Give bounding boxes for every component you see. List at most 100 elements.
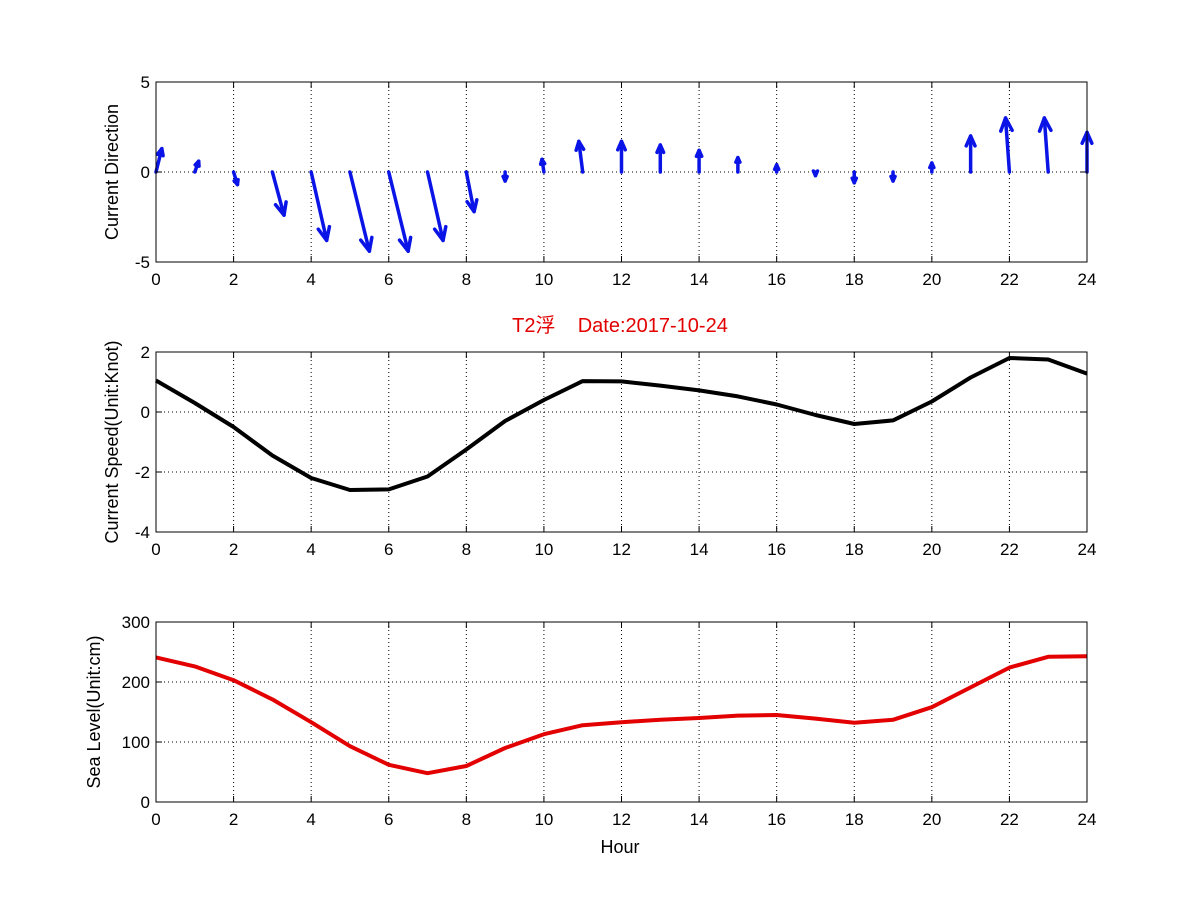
vector-shaft: [1003, 116, 1012, 174]
speed-x-tick-label: 10: [534, 540, 553, 559]
direction-x-tick-label: 14: [690, 270, 709, 289]
direction-x-tick-label: 4: [306, 270, 315, 289]
vector-head: [155, 146, 165, 158]
vector-head: [465, 198, 479, 214]
speed-series-line: [154, 356, 1088, 492]
current-vector-arrow: [538, 157, 547, 174]
sea-level-x-tick-label: 8: [462, 810, 471, 829]
current-vector-arrow: [309, 170, 332, 243]
current-vector-arrow: [772, 163, 781, 174]
sea-level-y-axis-label: Sea Level(Unit:cm): [84, 635, 104, 788]
speed-x-tick-label: 12: [612, 540, 631, 559]
speed-y-tick-label: 0: [141, 403, 150, 422]
x-axis-label-hour: Hour: [600, 837, 639, 857]
current-vector-arrow: [999, 116, 1014, 174]
vector-head: [964, 134, 977, 148]
chart-title: T2浮 Date:2017-10-24: [512, 314, 728, 337]
direction-vectors: [154, 116, 1094, 253]
vector-head: [273, 200, 288, 217]
direction-x-tick-label: 8: [462, 270, 471, 289]
speed-y-tick-label: 2: [141, 343, 150, 362]
direction-x-tick-label: 18: [845, 270, 864, 289]
vector-head: [397, 235, 413, 253]
current-speed-panel: T2浮 Date:2017-10-24 0 2 4 6 8 10 12 14 16 18 20 22 2…: [102, 314, 1096, 559]
direction-y-tick-label: 0: [141, 163, 150, 182]
speed-line-plot: [154, 356, 1088, 492]
speed-x-tick-label: 14: [690, 540, 709, 559]
speed-y-axis-label: Current Speed(Unit:Knot): [102, 340, 122, 543]
current-vector-arrow: [1037, 116, 1053, 174]
current-vector-arrow: [425, 170, 448, 243]
sea-level-y-tick-label: 100: [122, 733, 150, 752]
current-vector-arrow: [811, 169, 820, 178]
direction-y-axis-label: Current Direction: [102, 104, 122, 240]
speed-x-tick-label: 18: [845, 540, 864, 559]
speed-x-tick-label: 2: [229, 540, 238, 559]
vector-shaft: [309, 170, 329, 243]
sea-level-line-plot: [155, 654, 1088, 776]
vector-shaft: [348, 170, 372, 253]
vector-head: [655, 143, 666, 155]
speed-x-tick-label: 24: [1078, 540, 1097, 559]
current-vector-arrow: [464, 170, 479, 214]
speed-x-tick-label: 6: [384, 540, 393, 559]
current-vector-arrow: [348, 170, 374, 253]
sea-level-x-tick-label: 16: [767, 810, 786, 829]
current-vector-arrow: [889, 170, 897, 183]
sea-level-x-tick-label: 6: [384, 810, 393, 829]
vector-shaft: [1042, 116, 1050, 174]
sea-level-x-tick-label: 10: [534, 810, 553, 829]
vector-shaft: [270, 170, 286, 217]
vector-head: [501, 174, 509, 183]
vector-shaft: [577, 139, 585, 174]
current-vector-arrow: [616, 139, 627, 174]
sea-level-series-line: [155, 654, 1088, 776]
vector-head: [811, 169, 820, 178]
vector-head: [772, 163, 781, 172]
direction-y-tick-label: 5: [141, 73, 150, 92]
vector-head: [1037, 116, 1053, 133]
speed-x-tick-label: 8: [462, 540, 471, 559]
vector-head: [999, 116, 1014, 133]
speed-ticks: 0 2 4 6 8 10 12 14 16 18 20 22 24-4-202: [135, 343, 1097, 559]
current-vector-arrow: [850, 170, 859, 185]
sea-level-y-tick-label: 0: [141, 793, 150, 812]
current-vector-arrow: [231, 170, 240, 187]
direction-x-tick-label: 12: [612, 270, 631, 289]
vector-head: [616, 139, 627, 152]
direction-x-tick-label: 0: [151, 270, 160, 289]
vector-head: [232, 177, 240, 187]
speed-x-tick-label: 16: [767, 540, 786, 559]
vector-shaft: [387, 170, 410, 253]
sea-level-x-tick-label: 24: [1078, 810, 1097, 829]
current-vector-arrow: [501, 170, 509, 183]
vector-head: [850, 176, 859, 185]
direction-x-tick-label: 6: [384, 270, 393, 289]
vector-head: [316, 224, 332, 243]
sea-level-x-tick-label: 2: [229, 810, 238, 829]
direction-y-tick-label: -5: [135, 253, 150, 272]
vector-shaft: [425, 170, 445, 243]
current-vector-arrow: [734, 155, 742, 174]
vector-head: [359, 235, 374, 253]
sea-level-x-tick-label: 12: [612, 810, 631, 829]
sea-level-x-tick-label: 22: [1000, 810, 1019, 829]
direction-x-tick-label: 22: [1000, 270, 1019, 289]
sea-level-x-tick-label: 18: [845, 810, 864, 829]
direction-x-tick-label: 24: [1078, 270, 1097, 289]
current-vector-arrow: [387, 170, 413, 253]
vector-shaft: [464, 170, 476, 214]
current-vector-arrow: [193, 159, 201, 174]
current-vector-arrow: [154, 146, 165, 174]
current-vector-arrow: [694, 148, 704, 174]
current-vector-arrow: [655, 143, 666, 174]
sea-level-x-tick-label: 4: [306, 810, 315, 829]
vector-head: [694, 148, 704, 159]
vector-head: [193, 159, 201, 168]
speed-x-tick-label: 20: [922, 540, 941, 559]
sea-level-y-tick-label: 300: [122, 613, 150, 632]
direction-ticks: 0 2 4 6 8 10 12 14 16 18 20 22 24-505: [135, 73, 1097, 289]
vector-head: [574, 139, 586, 153]
